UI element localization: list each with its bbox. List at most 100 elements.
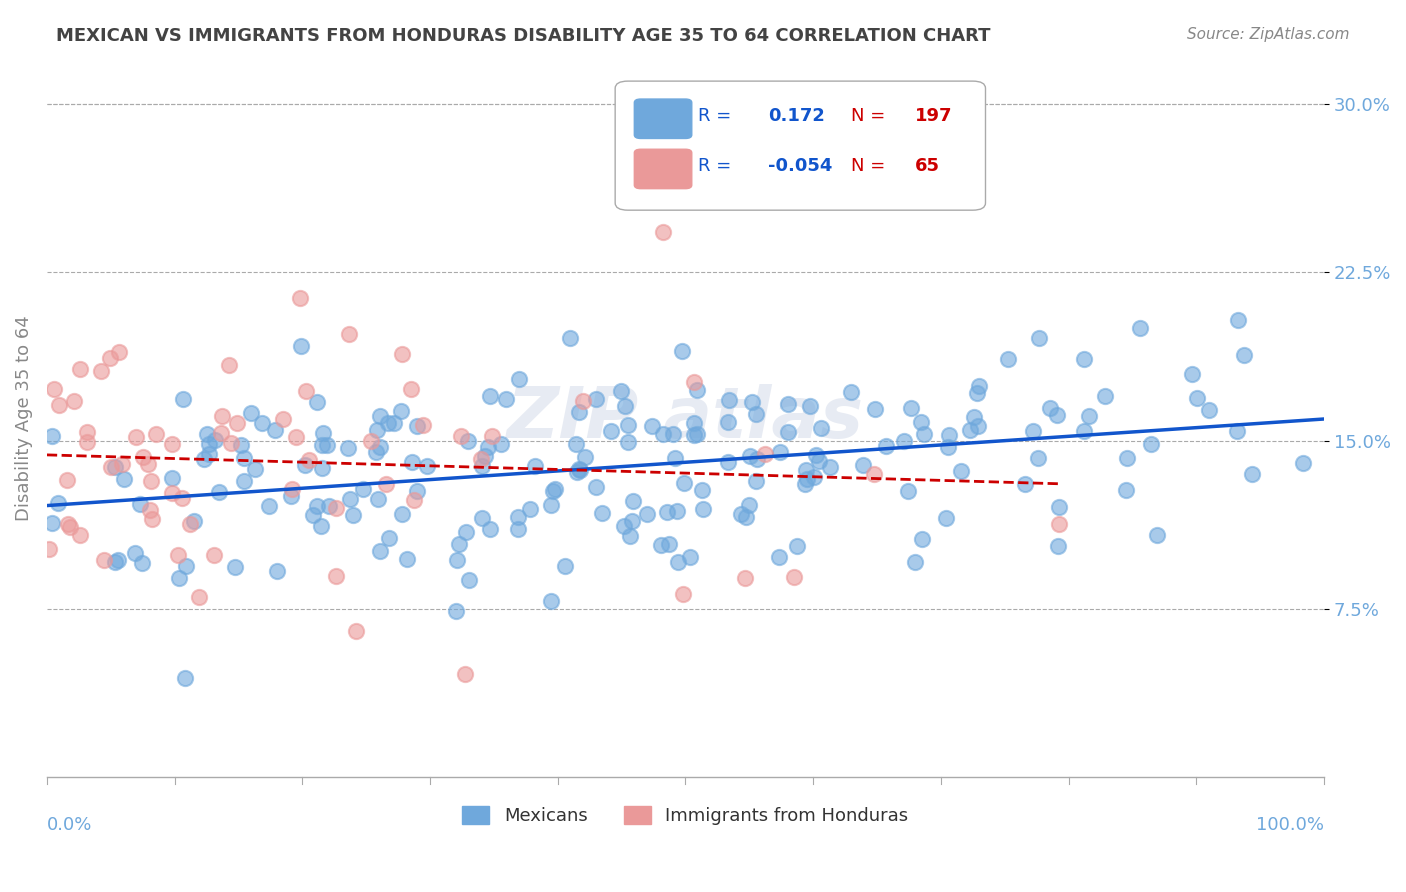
- Point: [966, 419, 988, 434]
- Point: [104, 555, 127, 569]
- Point: [172, 392, 194, 407]
- Point: [591, 506, 613, 520]
- Point: [641, 419, 664, 434]
- Point: [620, 514, 643, 528]
- Point: [1181, 367, 1204, 381]
- Point: [662, 426, 685, 441]
- Point: [458, 573, 481, 587]
- Point: [1094, 389, 1116, 403]
- Point: [1187, 391, 1209, 405]
- Point: [307, 395, 329, 409]
- Point: [401, 455, 423, 469]
- Text: 65: 65: [915, 157, 941, 175]
- Point: [778, 397, 800, 411]
- Point: [69, 528, 91, 542]
- Point: [280, 489, 302, 503]
- Point: [145, 426, 167, 441]
- Point: [229, 438, 252, 452]
- Point: [619, 528, 641, 542]
- Point: [613, 519, 636, 533]
- Point: [63, 394, 86, 409]
- Legend: Mexicans, Immigrants from Honduras: Mexicans, Immigrants from Honduras: [456, 798, 915, 832]
- Point: [474, 449, 496, 463]
- Point: [224, 559, 246, 574]
- Point: [568, 405, 591, 419]
- Point: [449, 537, 471, 551]
- Point: [342, 508, 364, 522]
- Point: [671, 343, 693, 358]
- Point: [172, 491, 194, 506]
- Point: [457, 434, 479, 448]
- Point: [167, 570, 190, 584]
- Point: [311, 460, 333, 475]
- Point: [312, 425, 335, 440]
- Point: [541, 483, 564, 498]
- Point: [508, 372, 530, 386]
- Point: [250, 417, 273, 431]
- Point: [585, 392, 607, 406]
- Point: [446, 604, 468, 618]
- Point: [339, 491, 361, 506]
- Point: [311, 438, 333, 452]
- Y-axis label: Disability Age 35 to 64: Disability Age 35 to 64: [15, 315, 32, 521]
- Point: [734, 571, 756, 585]
- Point: [368, 544, 391, 558]
- Point: [652, 225, 675, 239]
- Point: [796, 472, 818, 486]
- Point: [650, 538, 672, 552]
- Text: MEXICAN VS IMMIGRANTS FROM HONDURAS DISABILITY AGE 35 TO 64 CORRELATION CHART: MEXICAN VS IMMIGRANTS FROM HONDURAS DISA…: [56, 27, 991, 45]
- Point: [76, 425, 98, 440]
- Point: [967, 378, 990, 392]
- Point: [489, 437, 512, 451]
- Point: [209, 425, 232, 440]
- Point: [368, 409, 391, 423]
- Point: [311, 519, 333, 533]
- Point: [391, 404, 413, 418]
- Point: [166, 548, 188, 562]
- Point: [318, 500, 340, 514]
- Point: [378, 531, 401, 545]
- Point: [125, 430, 148, 444]
- Point: [610, 384, 633, 399]
- Point: [783, 570, 806, 584]
- Point: [692, 502, 714, 516]
- Point: [406, 483, 429, 498]
- Point: [183, 514, 205, 528]
- Point: [554, 559, 576, 574]
- Point: [98, 351, 121, 365]
- Point: [1078, 409, 1101, 424]
- Point: [540, 498, 562, 512]
- Point: [936, 440, 959, 454]
- Point: [1047, 500, 1070, 514]
- Point: [734, 509, 756, 524]
- Point: [959, 423, 981, 437]
- Point: [682, 416, 704, 430]
- Point: [560, 331, 582, 345]
- Point: [243, 462, 266, 476]
- Point: [1198, 402, 1220, 417]
- Point: [107, 552, 129, 566]
- Point: [768, 550, 790, 565]
- Point: [893, 434, 915, 448]
- Point: [600, 424, 623, 438]
- Point: [572, 394, 595, 409]
- Point: [477, 441, 499, 455]
- Point: [963, 410, 986, 425]
- Point: [686, 427, 709, 442]
- Point: [679, 550, 702, 565]
- Point: [478, 389, 501, 403]
- Point: [1115, 450, 1137, 465]
- Point: [524, 459, 547, 474]
- Point: [141, 512, 163, 526]
- Point: [852, 458, 875, 472]
- Point: [375, 477, 398, 491]
- Point: [76, 434, 98, 449]
- Point: [717, 455, 740, 469]
- Point: [652, 426, 675, 441]
- Point: [124, 546, 146, 560]
- Point: [617, 417, 640, 432]
- Point: [42, 382, 65, 396]
- Point: [718, 393, 741, 408]
- Point: [685, 384, 707, 398]
- Point: [337, 441, 360, 455]
